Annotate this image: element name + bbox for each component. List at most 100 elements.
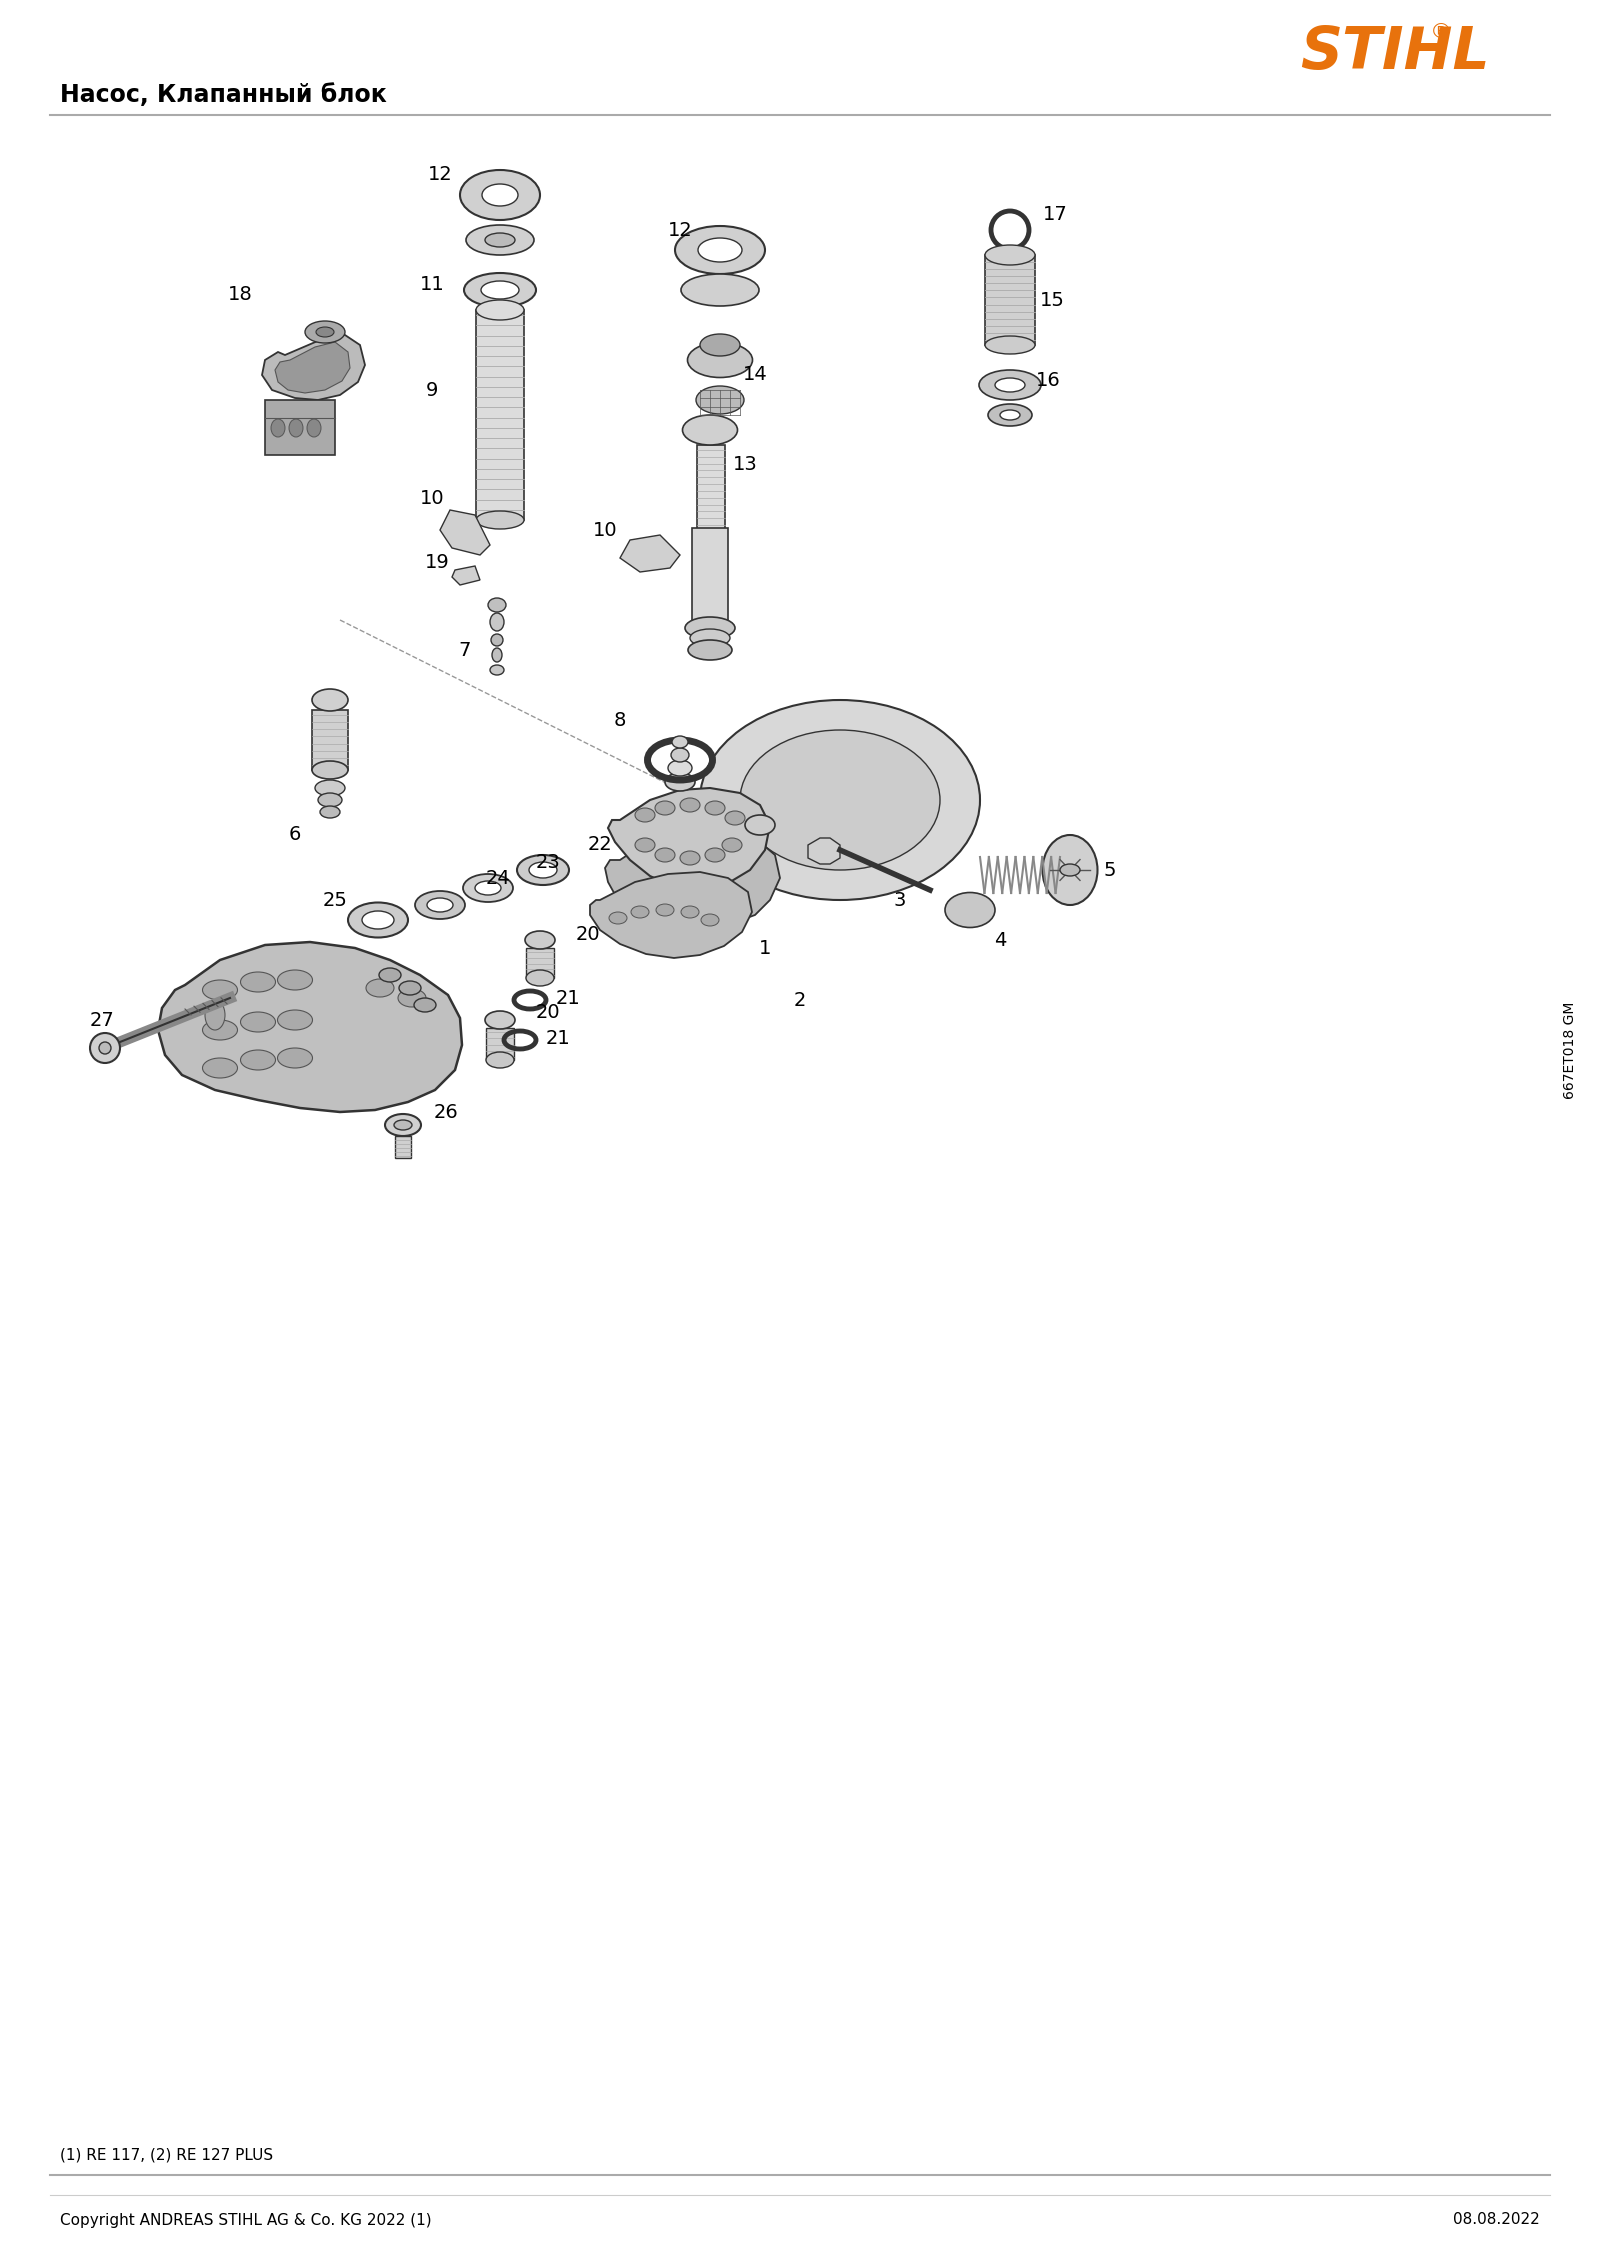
Polygon shape bbox=[262, 335, 365, 401]
Text: 26: 26 bbox=[434, 1102, 458, 1122]
Ellipse shape bbox=[986, 244, 1035, 265]
Ellipse shape bbox=[482, 183, 518, 206]
Bar bbox=[266, 401, 334, 455]
Text: 13: 13 bbox=[733, 455, 757, 475]
Text: 7: 7 bbox=[459, 640, 470, 659]
Ellipse shape bbox=[490, 613, 504, 631]
Ellipse shape bbox=[701, 335, 739, 355]
Ellipse shape bbox=[477, 511, 525, 530]
Polygon shape bbox=[590, 871, 752, 957]
Ellipse shape bbox=[986, 335, 1035, 353]
Ellipse shape bbox=[739, 731, 941, 869]
Ellipse shape bbox=[669, 760, 691, 776]
Ellipse shape bbox=[394, 1120, 413, 1129]
Ellipse shape bbox=[461, 170, 541, 220]
Ellipse shape bbox=[989, 405, 1032, 425]
Polygon shape bbox=[608, 788, 770, 889]
Ellipse shape bbox=[475, 880, 501, 894]
Ellipse shape bbox=[706, 849, 725, 862]
Ellipse shape bbox=[746, 815, 774, 835]
Text: 14: 14 bbox=[742, 367, 768, 385]
Ellipse shape bbox=[414, 892, 466, 919]
Text: 27: 27 bbox=[90, 1012, 114, 1030]
Ellipse shape bbox=[466, 224, 534, 256]
Bar bbox=[486, 1027, 514, 1059]
Ellipse shape bbox=[979, 369, 1042, 401]
Text: 4: 4 bbox=[994, 930, 1006, 950]
Ellipse shape bbox=[240, 973, 275, 991]
Text: 10: 10 bbox=[419, 489, 445, 507]
Ellipse shape bbox=[490, 665, 504, 674]
Polygon shape bbox=[453, 566, 480, 586]
Ellipse shape bbox=[482, 281, 518, 299]
Ellipse shape bbox=[462, 874, 514, 903]
Text: 21: 21 bbox=[546, 1027, 570, 1048]
Ellipse shape bbox=[205, 1000, 226, 1030]
Ellipse shape bbox=[682, 905, 699, 919]
Text: 11: 11 bbox=[419, 276, 445, 294]
Ellipse shape bbox=[654, 849, 675, 862]
Text: STIHL: STIHL bbox=[1299, 23, 1490, 81]
Ellipse shape bbox=[477, 301, 525, 319]
Text: 12: 12 bbox=[667, 220, 693, 240]
Ellipse shape bbox=[725, 810, 746, 826]
Ellipse shape bbox=[1043, 835, 1098, 905]
Text: 17: 17 bbox=[1043, 206, 1067, 224]
Bar bbox=[986, 256, 1035, 344]
Ellipse shape bbox=[90, 1032, 120, 1064]
Ellipse shape bbox=[203, 980, 237, 1000]
Polygon shape bbox=[158, 941, 462, 1111]
Text: 20: 20 bbox=[576, 926, 600, 944]
Ellipse shape bbox=[362, 912, 394, 930]
Ellipse shape bbox=[1000, 410, 1021, 421]
Ellipse shape bbox=[696, 387, 744, 414]
Bar bbox=[691, 527, 728, 629]
Ellipse shape bbox=[491, 634, 502, 645]
Ellipse shape bbox=[277, 1009, 312, 1030]
Text: 12: 12 bbox=[427, 165, 453, 186]
Ellipse shape bbox=[685, 618, 734, 638]
Text: 3: 3 bbox=[894, 892, 906, 910]
Ellipse shape bbox=[690, 629, 730, 647]
Ellipse shape bbox=[485, 1012, 515, 1030]
Text: 21: 21 bbox=[555, 989, 581, 1007]
Text: 6: 6 bbox=[290, 826, 301, 844]
Ellipse shape bbox=[386, 1113, 421, 1136]
Ellipse shape bbox=[635, 837, 654, 851]
Ellipse shape bbox=[525, 930, 555, 948]
Bar bbox=[477, 310, 525, 520]
Bar bbox=[312, 711, 349, 769]
Ellipse shape bbox=[318, 792, 342, 808]
Ellipse shape bbox=[683, 414, 738, 446]
Ellipse shape bbox=[530, 862, 557, 878]
Bar bbox=[526, 948, 554, 978]
Ellipse shape bbox=[701, 699, 979, 901]
Ellipse shape bbox=[654, 801, 675, 815]
Ellipse shape bbox=[680, 851, 701, 864]
Text: (1) RE 117, (2) RE 127 PLUS: (1) RE 117, (2) RE 127 PLUS bbox=[61, 2148, 274, 2163]
Ellipse shape bbox=[672, 735, 688, 749]
Ellipse shape bbox=[307, 419, 322, 437]
Ellipse shape bbox=[688, 640, 733, 661]
Text: 24: 24 bbox=[486, 869, 510, 887]
Ellipse shape bbox=[1059, 864, 1080, 876]
Ellipse shape bbox=[488, 597, 506, 611]
Ellipse shape bbox=[680, 799, 701, 812]
Ellipse shape bbox=[517, 855, 570, 885]
Ellipse shape bbox=[203, 1021, 237, 1041]
Polygon shape bbox=[621, 534, 680, 573]
Polygon shape bbox=[808, 837, 840, 864]
Ellipse shape bbox=[320, 806, 339, 817]
Ellipse shape bbox=[485, 233, 515, 247]
Text: 08.08.2022: 08.08.2022 bbox=[1453, 2213, 1539, 2227]
Polygon shape bbox=[275, 342, 350, 394]
Text: 5: 5 bbox=[1104, 860, 1117, 880]
Ellipse shape bbox=[493, 647, 502, 663]
Ellipse shape bbox=[99, 1041, 110, 1055]
Text: 19: 19 bbox=[424, 552, 450, 573]
Text: 16: 16 bbox=[1035, 371, 1061, 389]
Text: 22: 22 bbox=[587, 835, 613, 855]
Ellipse shape bbox=[682, 274, 758, 306]
Text: Насос, Клапанный блок: Насос, Клапанный блок bbox=[61, 84, 387, 106]
Ellipse shape bbox=[486, 1052, 514, 1068]
